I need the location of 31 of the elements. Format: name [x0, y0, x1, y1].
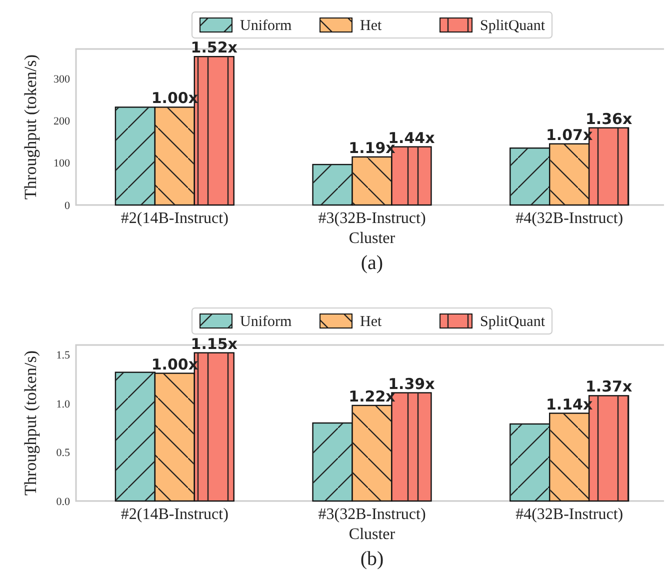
- x-tick-label: #4(32B-Instruct): [516, 506, 624, 523]
- legend-label: Uniform: [240, 314, 292, 330]
- annotation: 1.37x: [585, 378, 632, 396]
- y-tick-label: 1.0: [56, 398, 70, 410]
- annotation: 1.52x: [190, 38, 238, 57]
- legend-label: SplitQuant: [480, 314, 546, 330]
- legend-label: Het: [360, 314, 382, 330]
- legend-label: Het: [360, 18, 382, 34]
- text: (a): [360, 252, 384, 274]
- y-tick-label: 0.0: [56, 496, 70, 508]
- annotation: 1.15x: [190, 334, 238, 353]
- x-tick-label: #2(14B-Instruct): [120, 210, 228, 227]
- y-tick-label: 300: [54, 73, 70, 86]
- y-axis-title: Throughput (token/s): [21, 54, 40, 200]
- text: (b): [360, 548, 384, 570]
- x-tick-label: #3(32B-Instruct): [318, 210, 426, 227]
- x-axis-title: Cluster: [348, 230, 396, 247]
- y-tick-label: 1.5: [56, 350, 70, 362]
- y-axis-title: Throughput (token/s): [21, 350, 40, 496]
- legend-label: SplitQuant: [480, 18, 546, 34]
- x-tick-label: #4(32B-Instruct): [516, 210, 624, 227]
- y-tick-label: 0: [64, 200, 70, 212]
- annotation: 1.36x: [585, 110, 632, 128]
- y-tick-label: 0.5: [56, 447, 70, 460]
- legend-label: Uniform: [240, 18, 292, 34]
- y-tick-label: 200: [54, 116, 70, 128]
- annotation: 1.39x: [388, 374, 436, 393]
- y-tick-label: 100: [54, 158, 70, 170]
- x-axis-title: Cluster: [348, 526, 396, 543]
- x-tick-label: #3(32B-Instruct): [318, 506, 426, 523]
- x-tick-label: #2(14B-Instruct): [120, 506, 228, 523]
